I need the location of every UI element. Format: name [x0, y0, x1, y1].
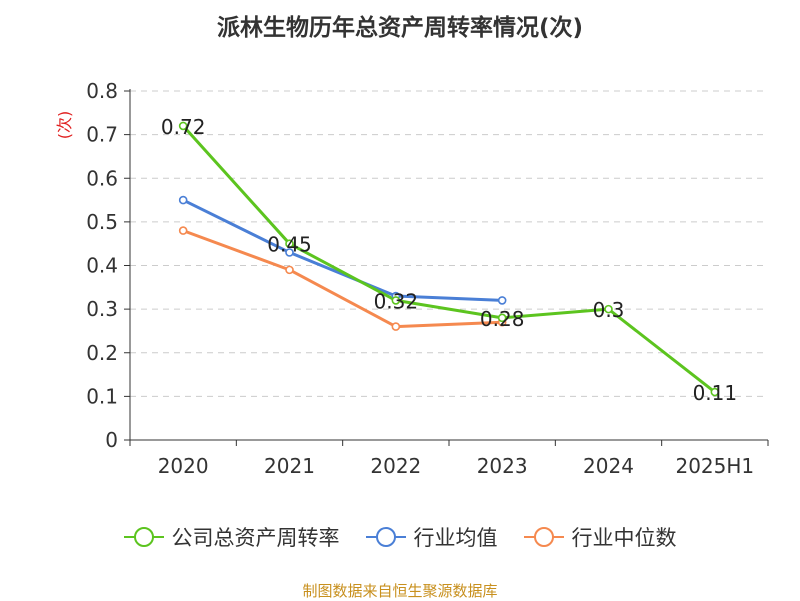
data-labels: 0.72 0.45 0.32 0.28 0.3 0.11: [161, 115, 737, 405]
data-point: [178, 195, 188, 205]
y-tick-label: 0.7: [86, 123, 118, 147]
x-tick-label: 2020: [158, 454, 209, 478]
legend-item: 公司总资产周转率: [123, 522, 340, 552]
y-tick-label: 0: [105, 428, 118, 452]
data-label: 0.11: [693, 381, 738, 405]
series-line: [182, 198, 503, 302]
data-point: [285, 239, 294, 248]
y-tick-label: 0.6: [86, 166, 118, 190]
data-label: 0.28: [480, 307, 525, 331]
y-tick-label: 0.5: [86, 210, 118, 234]
grid-lines: [130, 90, 768, 397]
y-axis-label: (次): [55, 111, 74, 140]
x-tick-label: 2023: [477, 454, 528, 478]
data-label: 0.3: [593, 298, 625, 322]
y-tick-label: 0.8: [86, 79, 118, 103]
x-tick-label: 2025H1: [675, 454, 754, 478]
x-tick-label: 2022: [370, 454, 421, 478]
data-point: [285, 248, 294, 257]
y-tick-label: 0.2: [86, 341, 118, 365]
legend-marker-icon: [523, 527, 564, 547]
legend: 公司总资产周转率 行业均值 行业中位数: [0, 520, 800, 554]
data-point: [497, 313, 507, 323]
data-label: 0.32: [374, 289, 419, 313]
x-tick-label: 2021: [264, 454, 315, 478]
data-point: [178, 121, 188, 131]
legend-label: 行业中位数: [571, 526, 677, 550]
series-line: [182, 229, 503, 329]
legend-marker-icon: [365, 527, 406, 547]
legend-item: 行业均值: [365, 522, 498, 552]
data-point: [604, 304, 613, 314]
x-tick-label: 2024: [583, 454, 634, 478]
data-points: [178, 121, 720, 397]
legend-label: 行业均值: [413, 526, 498, 550]
data-point: [285, 265, 294, 275]
series-lines: [182, 124, 716, 394]
data-point: [710, 387, 720, 397]
data-point: [497, 296, 507, 305]
axes: 0 0.1 0.2 0.3 0.4 0.5 0.6 0.7 0.8 2020 2021 2022 202…: [55, 79, 769, 478]
series-line: [182, 124, 716, 394]
source-note: 制图数据来自恒生聚源数据库: [302, 582, 498, 600]
data-point: [178, 226, 188, 235]
legend-item: 行业中位数: [523, 522, 677, 552]
y-tick-label: 0.4: [86, 254, 118, 278]
data-point: [391, 322, 401, 331]
data-label: 0.72: [161, 115, 206, 139]
legend-label: 公司总资产周转率: [171, 526, 340, 550]
legend-marker-icon: [123, 527, 164, 547]
data-point: [391, 296, 401, 305]
y-tick-label: 0.1: [86, 384, 118, 408]
chart-title: 派林生物历年总资产周转率情况(次): [216, 15, 584, 41]
y-tick-label: 0.3: [86, 297, 118, 321]
data-label: 0.45: [267, 233, 312, 257]
